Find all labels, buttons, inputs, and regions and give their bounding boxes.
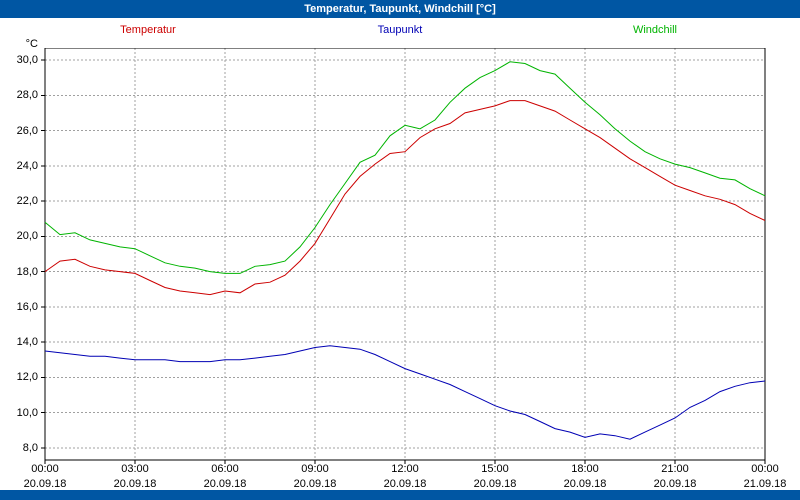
y-tick-label: 14,0 (16, 336, 38, 349)
x-tick-date-label: 20.09.18 (203, 478, 247, 490)
y-tick-label: 12,0 (16, 371, 38, 384)
x-tick-time-label: 21:00 (661, 463, 689, 475)
legend-item-taupunkt: Taupunkt (377, 24, 423, 36)
y-tick-label: 16,0 (16, 300, 38, 313)
x-tick-date-label: 20.09.18 (653, 478, 697, 490)
y-tick-label: 28,0 (16, 89, 38, 102)
x-tick-time-label: 00:00 (31, 463, 59, 475)
x-tick-date-label: 20.09.18 (293, 478, 337, 490)
y-tick-label: 24,0 (16, 159, 38, 172)
bottom-bar (0, 490, 800, 500)
x-tick-time-label: 18:00 (571, 463, 599, 475)
y-tick-label: 30,0 (16, 54, 38, 66)
x-tick-date-label: 20.09.18 (383, 478, 427, 490)
y-tick-label: 20,0 (16, 230, 38, 243)
legend-item-windchill: Windchill (632, 24, 677, 36)
window-title: Temperatur, Taupunkt, Windchill [°C] (0, 0, 800, 18)
x-tick-time-label: 00:00 (751, 463, 779, 475)
plot-svg (41, 48, 766, 464)
y-tick-label: 26,0 (16, 124, 38, 137)
legend-item-temperatur: Temperatur (120, 24, 176, 36)
y-tick-label: 18,0 (16, 265, 38, 278)
x-tick-time-label: 06:00 (211, 463, 239, 475)
x-tick-time-label: 15:00 (481, 463, 509, 475)
x-tick-time-label: 12:00 (391, 463, 419, 475)
x-tick-time-label: 03:00 (121, 463, 149, 475)
x-tick-date-label: 20.09.18 (23, 478, 67, 490)
x-tick-date-label: 20.09.18 (473, 478, 517, 490)
x-tick-date-label: 21.09.18 (743, 478, 787, 490)
y-tick-label: 10,0 (16, 406, 38, 419)
y-axis-unit: °C (25, 38, 38, 50)
y-tick-label: 8,0 (22, 442, 38, 454)
y-tick-label: 22,0 (16, 195, 38, 208)
x-tick-date-label: 20.09.18 (113, 478, 157, 490)
x-tick-date-label: 20.09.18 (563, 478, 607, 490)
x-tick-time-label: 09:00 (301, 463, 329, 475)
